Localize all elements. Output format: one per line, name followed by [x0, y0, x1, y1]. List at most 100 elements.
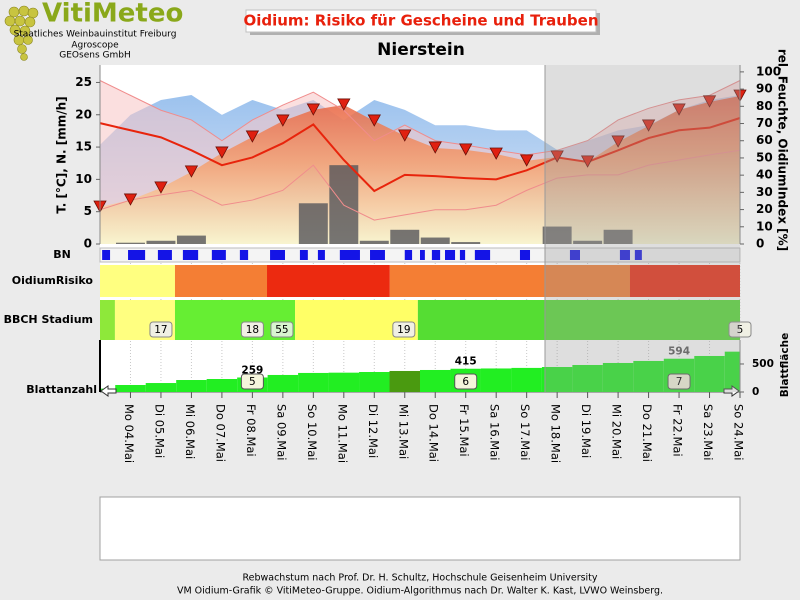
leaf-count-box [667, 373, 691, 390]
stage-box [392, 321, 416, 338]
stage-box [270, 321, 294, 338]
stage-box [149, 321, 173, 338]
leaf-wetness [299, 250, 308, 260]
stage-label: 19 [397, 324, 410, 336]
segment [174, 265, 268, 297]
oidium-index-marker [367, 114, 381, 127]
row-label: Blattanzahl [26, 383, 97, 396]
leaf-wetness [102, 250, 111, 260]
oidium-index-marker [428, 141, 442, 154]
x-tick-label: So 10.Mai [305, 404, 319, 460]
forecast-overlay [545, 65, 740, 392]
leaf-area-growing [145, 383, 177, 392]
x-tick-label: Fr 15.Mai [457, 404, 471, 457]
segment [629, 265, 740, 297]
leaf-count-box [240, 373, 264, 390]
y-tick-label: 10 [75, 172, 92, 186]
precipitation-bar [116, 242, 145, 244]
oidium-index-marker [123, 193, 138, 206]
temp-high-line [99, 80, 741, 156]
row-label: BN [53, 248, 71, 261]
precipitation-bar [359, 240, 389, 244]
leaf-area-growing [572, 364, 603, 392]
oidium-index-marker [550, 150, 564, 163]
institution: GEOsens GmbH [59, 51, 130, 61]
oidium-index-marker [215, 146, 229, 159]
y2-tick-label: 90 [756, 82, 773, 96]
y-tick-label: 0 [84, 237, 92, 251]
leaf-count-box [454, 373, 478, 390]
leaf-area-growing [176, 380, 207, 392]
leaf-wetness [444, 250, 456, 260]
oidium-index-area [100, 95, 740, 244]
leaf-wetness [339, 250, 360, 260]
x-tick-label: So 17.Mai [518, 404, 532, 460]
y2-tick-label: 0 [756, 237, 764, 251]
segment [417, 300, 740, 340]
leaf-wetness [370, 250, 385, 260]
x-tick-label: Do 14.Mai [427, 404, 441, 462]
leaf-axis-label: Blattfläche [779, 333, 791, 397]
oidium-index-marker [702, 95, 717, 108]
stage-label: 55 [275, 324, 288, 336]
oidium-index-marker [641, 119, 656, 132]
x-tick-label: Do 21.Mai [640, 404, 654, 462]
leaf-area-growing [633, 360, 664, 392]
oidium-index-marker [184, 165, 199, 178]
oidium-index-marker [611, 135, 625, 148]
y2-tick-label: 50 [756, 150, 773, 164]
leaf-wetness [619, 250, 630, 260]
leaf-wetness [211, 250, 226, 260]
leaf-area-growing [267, 374, 299, 392]
leaf-area-label: 259 [241, 364, 263, 376]
leaf-count-label: 6 [462, 376, 469, 388]
leaf-area-growing [541, 367, 573, 392]
leaf-area-growing [420, 369, 451, 392]
oidium-index-marker [306, 103, 321, 116]
leaf-wetness [431, 250, 441, 260]
footer: Rebwachstum nach Prof. Dr. H. Schultz, H… [242, 573, 597, 584]
leaf-wetness [420, 250, 425, 260]
x-tick-label: Sa 23.Mai [701, 404, 715, 460]
leaf-area-growing [206, 379, 238, 392]
leaf-tick-label: 500 [752, 358, 774, 370]
leaf-area-label: 415 [455, 356, 477, 368]
oidium-index-marker [489, 147, 503, 160]
x-tick-label: Sa 16.Mai [488, 404, 502, 460]
leaf-area-growing [511, 367, 542, 392]
logo-grapes [4, 5, 39, 61]
leaf-wetness [404, 250, 413, 260]
leaf-wetness [128, 250, 146, 260]
y-tick-label: 5 [84, 204, 92, 218]
leaf-area-growing [480, 368, 512, 392]
leaf-area [389, 370, 420, 392]
x-tick-label: Fr 08.Mai [244, 404, 258, 457]
leaf-count-label: 7 [676, 376, 683, 388]
footer: VM Oidium-Grafik © VitiMeteo-Gruppe. Oid… [177, 586, 663, 597]
precipitation-bar [390, 229, 420, 244]
oidium-index-marker [459, 143, 473, 156]
precipitation-bar [603, 229, 633, 244]
leaf-tick-label: 0 [752, 386, 759, 398]
x-tick-label: Do 07.Mai [213, 404, 227, 462]
x-tick-label: Di 12.Mai [366, 404, 380, 458]
leaf-area-growing [359, 371, 390, 392]
y2-tick-label: 10 [756, 219, 773, 233]
oidium-index-marker [154, 181, 168, 194]
x-tick-label: Mo 18.Mai [549, 404, 563, 463]
x-tick-label: Fr 22.Mai [671, 404, 685, 457]
location-title: Nierstein [377, 40, 465, 60]
leaf-wetness [157, 250, 172, 260]
leaf-wetness [519, 250, 531, 260]
temp-low-line [99, 149, 741, 221]
leaf-wetness [182, 250, 199, 260]
institution: Agroscope [71, 41, 119, 51]
leaf-area-growing [298, 372, 329, 392]
leaf-wetness [459, 250, 466, 260]
y2-tick-label: 70 [756, 116, 773, 130]
row-label: BBCH Stadium [4, 313, 93, 326]
x-tick-label: Mi 06.Mai [183, 404, 197, 459]
precipitation-bar [573, 240, 603, 244]
x-tick-label: Sa 09.Mai [274, 404, 288, 460]
oidium-index-marker [337, 98, 351, 111]
